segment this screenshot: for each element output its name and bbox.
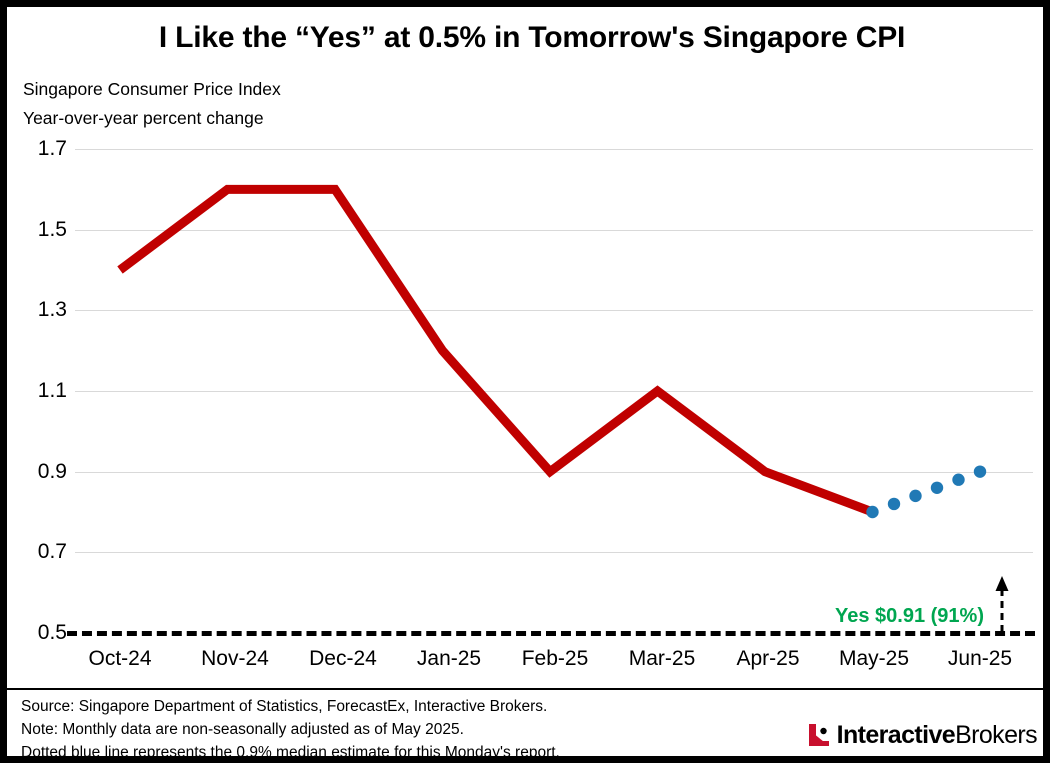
xtick-label: Nov-24 — [201, 647, 269, 670]
logo-word-brokers: Brokers — [955, 720, 1038, 749]
xtick-label: Feb-25 — [521, 647, 589, 670]
ytick-label: 1.3 — [37, 298, 67, 322]
gridline-0-9 — [75, 471, 1033, 473]
footer-note: Note: Monthly data are non-seasonally ad… — [21, 721, 464, 738]
footer-dotted-note: Dotted blue line represents the 0.9% med… — [21, 744, 560, 761]
xtick-label: Jan-25 — [416, 647, 482, 670]
ytick-label: 1.1 — [37, 379, 67, 402]
xtick-label: Dec-24 — [309, 647, 377, 670]
plot-area — [75, 149, 1033, 633]
logo-word-interactive: Interactive — [836, 720, 956, 749]
xtick-label: Mar-25 — [628, 647, 696, 670]
footer-source: Source: Singapore Department of Statisti… — [21, 698, 548, 715]
ytick-label: 0.9 — [37, 459, 67, 483]
xtick-label: Apr-25 — [736, 647, 800, 670]
ytick-label: 0.7 — [37, 540, 67, 564]
xtick-label: May-25 — [838, 647, 910, 670]
yes-price-annotation: Yes $0.91 (91%) — [835, 605, 984, 627]
logo-wordmark: InteractiveBrokers — [836, 720, 1038, 750]
chart-subtitle-secondary: Year-over-year percent change — [23, 108, 264, 128]
ytick-label: 1.7 — [37, 137, 67, 160]
page-title: I Like the “Yes” at 0.5% in Tomorrow's S… — [158, 21, 906, 54]
gridline-1-5 — [75, 229, 1033, 231]
ytick-label: 0.5 — [37, 621, 67, 644]
axis-baseline-dashed — [67, 631, 1035, 636]
interactive-brokers-logo: InteractiveBrokers — [807, 718, 1038, 752]
ib-logo-mark-icon — [808, 724, 829, 746]
ytick-label: 1.5 — [37, 217, 67, 241]
gridline-1-1 — [75, 391, 1033, 392]
gridline-1-7 — [75, 149, 1033, 150]
gridline-0-7 — [75, 552, 1033, 554]
xtick-label: Oct-24 — [88, 647, 152, 670]
gridline-1-3 — [75, 310, 1033, 312]
chart-subtitle-primary: Singapore Consumer Price Index — [23, 79, 281, 99]
xtick-label: Jun-25 — [947, 647, 1013, 670]
footer: Source: Singapore Department of Statisti… — [7, 688, 1043, 761]
